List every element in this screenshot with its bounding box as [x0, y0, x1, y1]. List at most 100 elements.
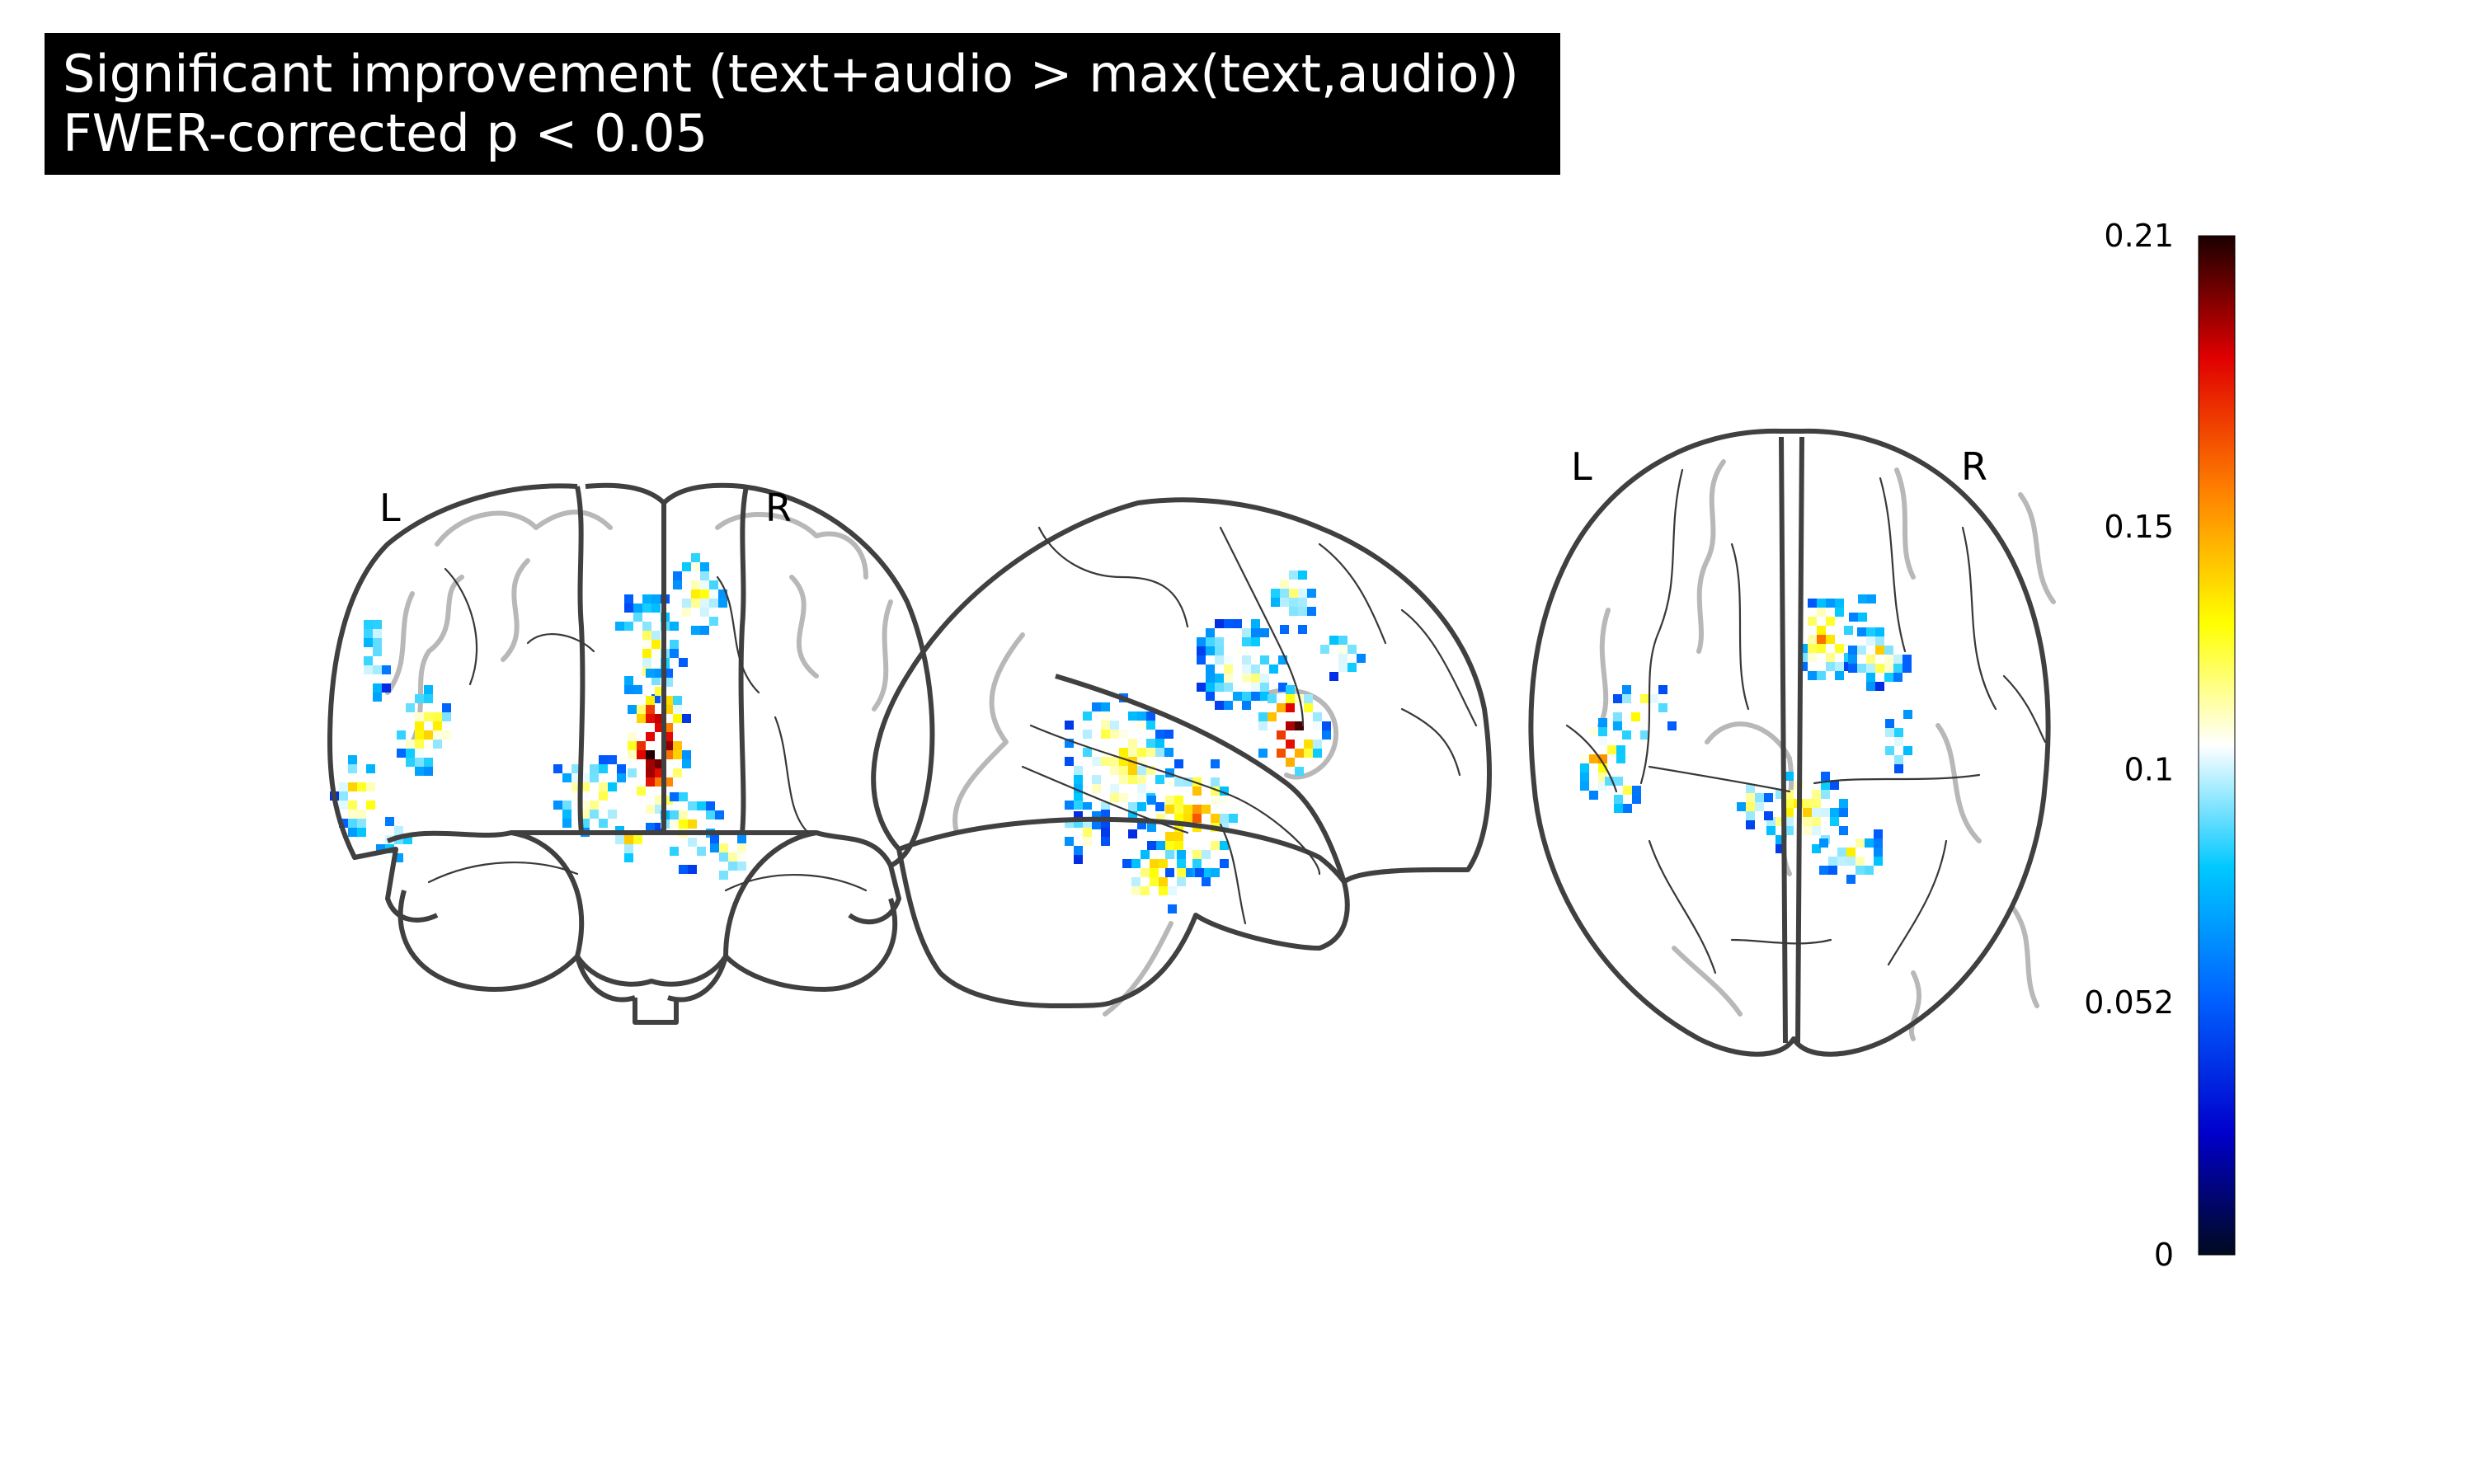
- activation-voxel: [364, 647, 373, 656]
- activation-voxel: [1251, 637, 1260, 646]
- activation-voxel: [1211, 759, 1220, 768]
- axial-gyri-outline: [1597, 459, 2056, 1041]
- activation-voxel: [664, 732, 673, 741]
- activation-voxel: [553, 801, 562, 810]
- activation-voxel: [1616, 745, 1625, 754]
- activation-voxel: [682, 759, 691, 768]
- activation-voxel: [1631, 721, 1640, 730]
- activation-voxel: [1206, 646, 1215, 655]
- activation-voxel: [1183, 868, 1192, 877]
- activation-voxel: [1202, 805, 1211, 814]
- activation-voxel: [1174, 805, 1183, 814]
- activation-voxel: [1146, 766, 1155, 775]
- activation-voxel: [1866, 664, 1875, 673]
- activation-voxel: [1224, 674, 1233, 683]
- activation-voxel: [709, 617, 718, 626]
- activation-voxel: [1242, 692, 1251, 701]
- activation-voxel: [642, 622, 651, 631]
- activation-voxel: [433, 721, 442, 730]
- activation-voxel: [706, 801, 715, 810]
- activation-voxel: [646, 759, 655, 768]
- activation-voxel: [655, 687, 664, 696]
- activation-voxel: [1286, 758, 1295, 767]
- activation-voxel: [366, 764, 375, 773]
- activation-voxel: [424, 730, 433, 740]
- activation-voxel: [1271, 589, 1280, 598]
- activation-voxel: [1826, 662, 1835, 671]
- activation-voxel: [646, 750, 655, 759]
- activation-voxel: [373, 647, 382, 656]
- activation-voxel: [1785, 808, 1794, 817]
- activation-voxel: [1242, 646, 1251, 655]
- activation-voxel: [339, 791, 348, 801]
- activation-voxel: [1092, 748, 1101, 757]
- activation-voxel: [562, 801, 571, 810]
- activation-voxel: [1874, 829, 1883, 838]
- activation-voxel: [357, 828, 366, 837]
- activation-voxel: [664, 696, 673, 705]
- activation-voxel: [1258, 749, 1268, 758]
- activation-voxel: [688, 838, 697, 847]
- axial-sulci: [1565, 468, 2047, 974]
- activation-voxel: [1211, 868, 1220, 877]
- activation-voxel: [571, 773, 581, 782]
- activation-voxel: [1165, 850, 1174, 859]
- activation-voxel: [348, 755, 357, 764]
- activation-voxel: [1224, 665, 1233, 674]
- axial-view: L R: [1528, 428, 2056, 1057]
- activation-voxel: [655, 759, 664, 768]
- activation-voxel: [357, 782, 366, 791]
- activation-voxel: [1812, 817, 1821, 826]
- activation-voxel: [1357, 654, 1366, 663]
- activation-voxel: [1598, 782, 1607, 791]
- colorbar-ticks: 0.21 0.15 0.1 0.052 0: [2084, 218, 2174, 1273]
- activation-voxel: [1598, 736, 1607, 745]
- activation-voxel: [1074, 801, 1083, 810]
- activation-voxel: [1141, 886, 1150, 895]
- activation-voxel: [1785, 826, 1794, 835]
- activation-voxel: [628, 750, 637, 759]
- activation-voxel: [1803, 781, 1812, 790]
- activation-voxel: [1278, 655, 1287, 665]
- activation-voxel: [357, 810, 366, 819]
- activation-voxel: [1277, 749, 1286, 758]
- activation-voxel: [1885, 746, 1894, 755]
- activation-voxel: [1065, 801, 1074, 810]
- activation-voxel: [1128, 748, 1137, 757]
- activation-voxel: [624, 676, 633, 685]
- coronal-sulci: [427, 567, 868, 892]
- activation-voxel: [1220, 796, 1229, 805]
- activation-voxel: [1155, 802, 1164, 811]
- activation-voxel: [1092, 757, 1101, 766]
- activation-voxel: [1156, 814, 1165, 823]
- activation-voxel: [1224, 683, 1233, 692]
- activation-voxel: [719, 843, 728, 852]
- activation-voxel: [364, 629, 373, 638]
- activation-voxel: [1128, 766, 1137, 775]
- activation-voxel: [415, 740, 424, 749]
- activation-voxel: [691, 562, 700, 571]
- activation-voxel: [1298, 607, 1307, 616]
- activation-voxel: [655, 669, 664, 678]
- activation-voxel: [1258, 721, 1268, 730]
- activation-voxel: [651, 594, 661, 603]
- activation-voxel: [1307, 589, 1316, 598]
- activation-voxel: [1746, 820, 1755, 829]
- activation-voxel: [1874, 838, 1883, 848]
- activation-voxel: [715, 810, 724, 819]
- activation-voxel: [633, 603, 642, 613]
- activation-voxel: [688, 865, 697, 874]
- activation-voxel: [691, 580, 700, 589]
- activation-voxel: [617, 773, 626, 782]
- activation-voxel: [1589, 754, 1598, 763]
- activation-voxel: [1174, 814, 1183, 823]
- activation-voxel: [1835, 662, 1844, 671]
- activation-voxel: [1206, 674, 1215, 683]
- activation-voxel: [1821, 781, 1830, 790]
- activation-voxel: [1251, 674, 1260, 683]
- activation-voxel: [688, 801, 697, 810]
- activation-voxel: [1613, 694, 1622, 703]
- activation-voxel: [1580, 754, 1589, 763]
- activation-voxel: [737, 834, 746, 843]
